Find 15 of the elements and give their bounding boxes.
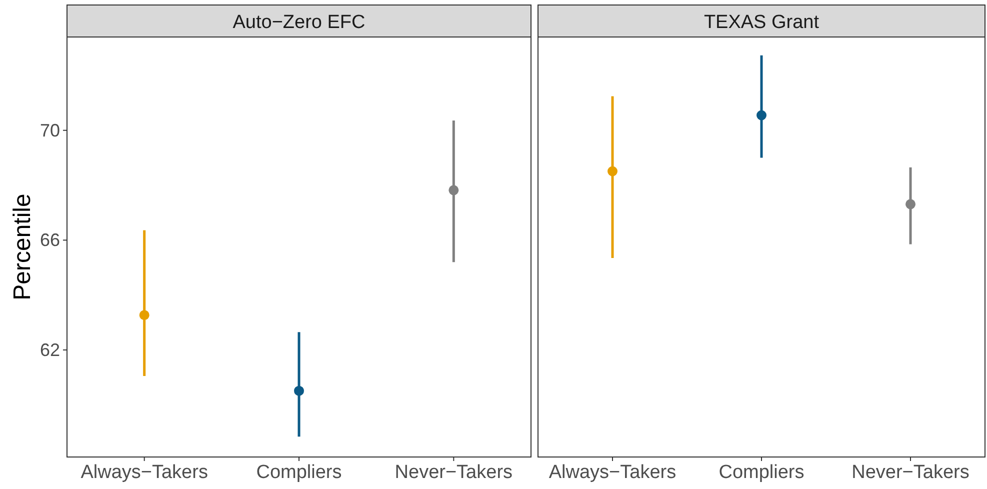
point [139, 310, 150, 320]
point [448, 185, 459, 196]
y-tick-label: 70 [40, 120, 60, 140]
x-tick-label: Always−Takers [548, 462, 676, 483]
y-axis-title: Percentile [9, 194, 36, 300]
x-tick-label: Never−Takers [394, 462, 513, 483]
point [294, 386, 304, 396]
y-tick-label: 66 [40, 230, 60, 250]
chart-title: TEXAS Grant [704, 12, 820, 33]
x-tick-label: Compliers [256, 462, 342, 483]
chart-title: Auto−Zero EFC [232, 12, 366, 33]
x-tick-label: Compliers [718, 462, 804, 483]
x-tick-label: Always−Takers [80, 462, 208, 483]
y-tick-label: 62 [40, 340, 60, 360]
x-tick-label: Never−Takers [852, 462, 970, 483]
